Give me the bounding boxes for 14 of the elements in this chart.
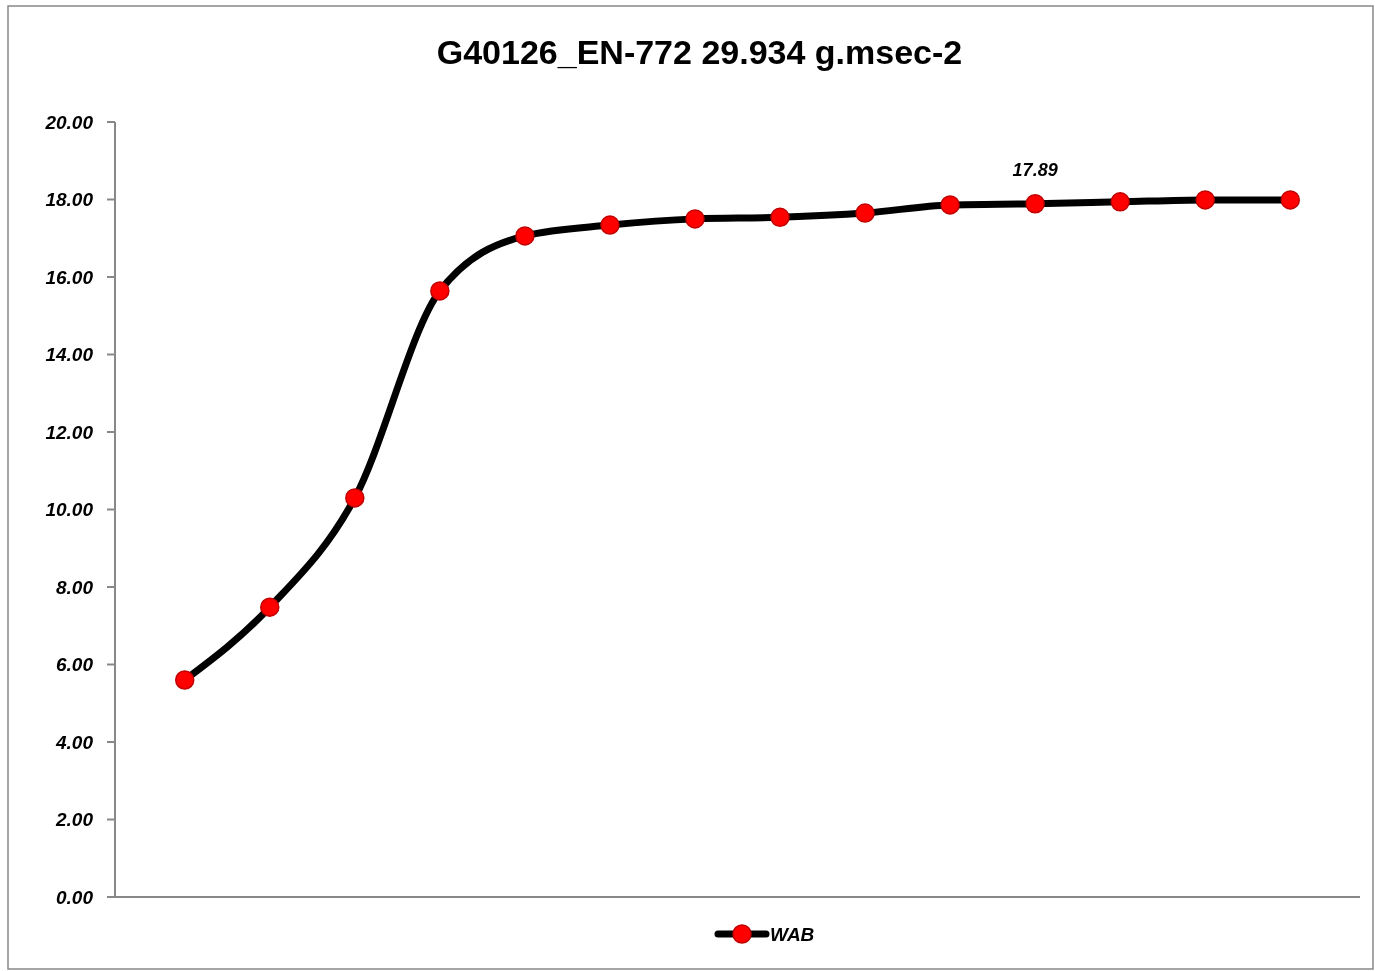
legend-label: WAB (770, 923, 815, 945)
data-label: 17.89 (1012, 159, 1058, 180)
y-tick-label: 10.00 (45, 499, 94, 521)
y-tick-label: 2.00 (55, 809, 94, 831)
y-tick-label: 14.00 (45, 344, 94, 366)
y-tick-label: 12.00 (45, 421, 94, 443)
y-tick-label: 4.00 (55, 731, 94, 753)
y-tick-label: 18.00 (45, 189, 94, 211)
y-tick-label: 8.00 (56, 576, 94, 598)
y-tick-label: 16.00 (45, 266, 94, 288)
y-tick-label: 6.00 (56, 654, 94, 676)
y-tick-label: 20.00 (44, 111, 94, 133)
chart-title: G40126_EN-772 29.934 g.msec-2 (436, 33, 963, 71)
y-tick-label: 0.00 (56, 886, 94, 908)
